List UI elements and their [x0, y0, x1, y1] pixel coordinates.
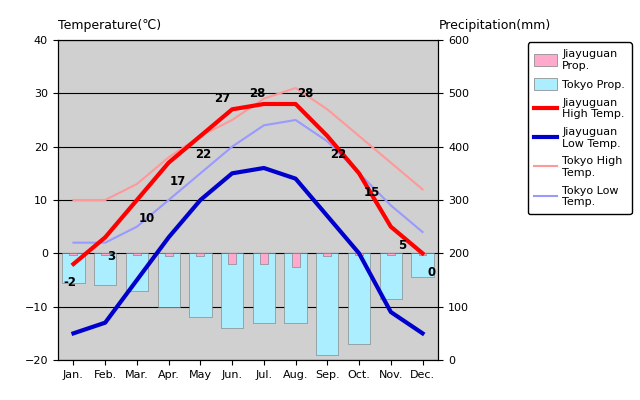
Bar	[260, 253, 268, 264]
Text: 10: 10	[138, 212, 155, 225]
Text: 15: 15	[364, 186, 380, 198]
Text: 22: 22	[330, 148, 347, 161]
Text: 22: 22	[195, 148, 212, 161]
Bar	[221, 253, 243, 328]
Bar	[94, 253, 116, 285]
Text: 28: 28	[297, 87, 314, 100]
Text: 17: 17	[170, 175, 186, 188]
Bar	[355, 253, 363, 255]
Bar	[189, 253, 211, 317]
Bar	[70, 253, 77, 255]
Bar	[348, 253, 370, 344]
Text: Temperature(℃): Temperature(℃)	[58, 19, 161, 32]
Bar	[419, 253, 426, 255]
Bar	[285, 253, 307, 323]
Bar	[228, 253, 236, 264]
Bar	[387, 253, 395, 255]
Text: 3: 3	[108, 250, 116, 262]
Bar	[316, 253, 339, 355]
Text: 5: 5	[398, 239, 406, 252]
Text: 0: 0	[428, 266, 436, 278]
Text: 28: 28	[250, 87, 266, 100]
Text: -2: -2	[64, 276, 77, 289]
Bar	[157, 253, 180, 307]
Bar	[323, 253, 332, 256]
Bar	[62, 253, 84, 283]
Bar	[164, 253, 173, 256]
Bar	[412, 253, 434, 277]
Text: 27: 27	[214, 92, 231, 105]
Text: Precipitation(mm): Precipitation(mm)	[438, 19, 550, 32]
Bar	[196, 253, 204, 256]
Legend: Jiayuguan
Prop., Tokyo Prop., Jiayuguan
High Temp., Jiayuguan
Low Temp., Tokyo H: Jiayuguan Prop., Tokyo Prop., Jiayuguan …	[528, 42, 632, 214]
Bar	[126, 253, 148, 291]
Bar	[253, 253, 275, 323]
Bar	[292, 253, 300, 267]
Bar	[380, 253, 402, 299]
Bar	[101, 253, 109, 255]
Bar	[133, 253, 141, 255]
